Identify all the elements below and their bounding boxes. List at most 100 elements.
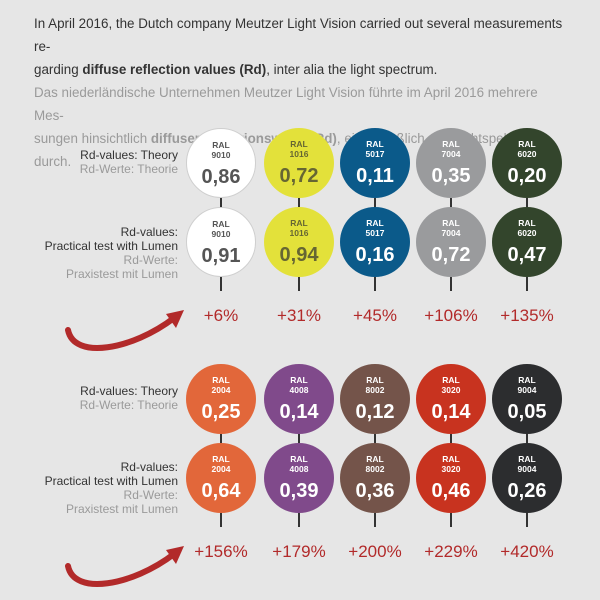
intro-en-line1: In April 2016, the Dutch company Meutzer… [34,16,563,54]
ral-number: 6020 [517,149,537,159]
connector-line [374,434,376,443]
ral-prefix: RAL [290,139,308,149]
practice-value: 0,94 [279,244,319,266]
ral-number: 5017 [365,149,385,159]
ral-code: RAL 4008 [264,375,334,395]
practice-circle: RAL 1016 0,94 [264,207,334,277]
ral-code: RAL 9010 [187,219,255,239]
theory-circle: RAL 6020 0,20 [492,128,562,198]
theory-label-group2: Rd-values: Theory Rd-Werte: Theorie [80,384,178,412]
intro-de-line1: Das niederländische Unternehmen Meutzer … [34,85,538,123]
connector-line [450,277,452,291]
connector-line [374,198,376,207]
ral-prefix: RAL [212,140,230,150]
ral-number: 6020 [517,228,537,238]
practice-value: 0,91 [201,245,241,267]
ral-number: 7004 [441,228,461,238]
connector-line [450,434,452,443]
ral-code: RAL 6020 [492,218,562,238]
connector-line [220,277,222,291]
practice-circle: RAL 2004 0,64 [186,443,256,513]
connector-line [450,513,452,527]
theory-circle: RAL 3020 0,14 [416,364,486,434]
ral-prefix: RAL [518,454,536,464]
connector-line [526,434,528,443]
ral-number: 7004 [441,149,461,159]
practice-label-en2: Practical test with Lumen [44,474,178,488]
ral-prefix: RAL [518,218,536,228]
connector-line [374,513,376,527]
practice-circle: RAL 5017 0,16 [340,207,410,277]
theory-label-de: Rd-Werte: Theorie [79,162,178,176]
ral-number: 2004 [211,385,231,395]
ral-code: RAL 9004 [492,454,562,474]
ral-number: 3020 [441,385,461,395]
connector-line [526,198,528,207]
theory-value: 0,12 [355,401,395,423]
connector-line [298,513,300,527]
red-arrow-icon [65,546,184,587]
intro-english: In April 2016, the Dutch company Meutzer… [34,12,570,81]
practice-value: 0,64 [201,480,241,502]
connector-line [298,434,300,443]
practice-label-en2: Practical test with Lumen [44,239,178,253]
ral-code: RAL 2004 [186,375,256,395]
red-arrow-icon [65,310,184,351]
increase-percent: +106% [424,306,478,325]
theory-circle: RAL 5017 0,11 [340,128,410,198]
connector-line [220,434,222,443]
ral-number: 3020 [441,464,461,474]
ral-code: RAL 7004 [416,218,486,238]
ral-prefix: RAL [442,139,460,149]
theory-value: 0,11 [356,165,394,187]
intro-en-bold: diffuse reflection values (Rd) [82,62,267,77]
ral-number: 9010 [211,150,231,160]
connector-line [220,513,222,527]
ral-number: 1016 [289,228,309,238]
ral-number: 9004 [517,385,537,395]
intro-en-line2c: , inter alia the light spectrum. [266,62,438,77]
intro-de-line2a: sungen hinsichtlich [34,131,151,146]
theory-value: 0,35 [431,165,471,187]
ral-prefix: RAL [518,375,536,385]
practice-value: 0,26 [507,480,547,502]
ral-code: RAL 8002 [340,454,410,474]
practice-label-de1: Rd-Werte: [123,488,178,502]
increase-percent: +6% [203,306,239,325]
ral-number: 4008 [289,464,309,474]
practice-value: 0,72 [431,244,471,266]
theory-circle: RAL 1016 0,72 [264,128,334,198]
ral-code: RAL 5017 [340,139,410,159]
connector-line [526,277,528,291]
practice-circle: RAL 4008 0,39 [264,443,334,513]
theory-value: 0,05 [507,401,547,423]
connector-line [220,198,222,207]
increase-percent: +45% [353,306,397,325]
ral-prefix: RAL [212,454,230,464]
ral-code: RAL 4008 [264,454,334,474]
ral-code: RAL 6020 [492,139,562,159]
ral-number: 5017 [365,228,385,238]
ral-prefix: RAL [366,139,384,149]
theory-label-group1: Rd-values: Theory Rd-Werte: Theorie [80,148,178,176]
theory-circle: RAL 9004 0,05 [492,364,562,434]
theory-value: 0,86 [201,166,241,188]
theory-circle: RAL 9010 0,86 [186,128,256,198]
increase-percent: +420% [500,542,554,561]
connector-line [298,277,300,291]
theory-label-en: Rd-values: Theory [80,384,178,398]
ral-prefix: RAL [290,218,308,228]
theory-value: 0,14 [431,401,471,423]
ral-code: RAL 2004 [186,454,256,474]
ral-number: 8002 [365,464,385,474]
connector-line [374,277,376,291]
ral-prefix: RAL [518,139,536,149]
ral-number: 1016 [289,149,309,159]
practice-circle: RAL 8002 0,36 [340,443,410,513]
ral-code: RAL 3020 [416,375,486,395]
ral-prefix: RAL [442,375,460,385]
theory-value: 0,25 [201,401,241,423]
practice-circle: RAL 9010 0,91 [186,207,256,277]
connector-line [526,513,528,527]
practice-value: 0,47 [507,244,547,266]
